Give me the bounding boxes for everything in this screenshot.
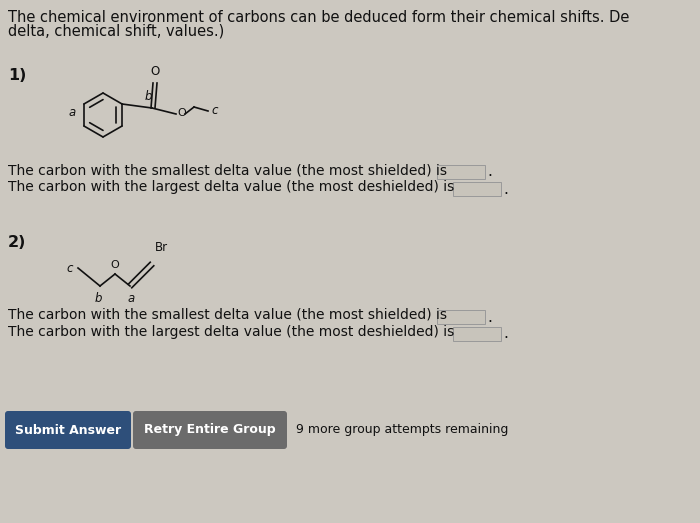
Text: The carbon with the largest delta value (the most deshielded) is: The carbon with the largest delta value … <box>8 180 454 194</box>
Text: c: c <box>211 105 218 118</box>
Bar <box>453 327 501 341</box>
Text: The chemical environment of carbons can be deduced form their chemical shifts. D: The chemical environment of carbons can … <box>8 10 629 25</box>
Text: O: O <box>150 65 160 78</box>
FancyBboxPatch shape <box>133 411 287 449</box>
Bar <box>437 165 485 179</box>
Text: The carbon with the smallest delta value (the most shielded) is: The carbon with the smallest delta value… <box>8 163 447 177</box>
Text: .: . <box>503 181 508 197</box>
Text: b: b <box>144 90 152 103</box>
Bar <box>437 310 485 324</box>
Text: The carbon with the smallest delta value (the most shielded) is: The carbon with the smallest delta value… <box>8 308 447 322</box>
FancyBboxPatch shape <box>5 411 131 449</box>
Text: a: a <box>69 106 76 119</box>
Text: delta, chemical shift, values.): delta, chemical shift, values.) <box>8 24 224 39</box>
Text: The carbon with the largest delta value (the most deshielded) is: The carbon with the largest delta value … <box>8 325 454 339</box>
Text: b: b <box>94 292 101 305</box>
Text: 1): 1) <box>8 68 27 83</box>
Text: Br: Br <box>155 241 168 254</box>
Text: O: O <box>111 260 120 270</box>
Text: Submit Answer: Submit Answer <box>15 424 121 437</box>
Bar <box>453 182 501 196</box>
Text: .: . <box>503 326 508 342</box>
Text: 2): 2) <box>8 235 27 250</box>
Text: .: . <box>487 310 492 324</box>
Text: Retry Entire Group: Retry Entire Group <box>144 424 276 437</box>
Text: c: c <box>66 262 73 275</box>
Text: a: a <box>127 292 134 305</box>
Text: O: O <box>177 108 186 118</box>
Text: .: . <box>487 165 492 179</box>
Text: 9 more group attempts remaining: 9 more group attempts remaining <box>296 424 508 437</box>
